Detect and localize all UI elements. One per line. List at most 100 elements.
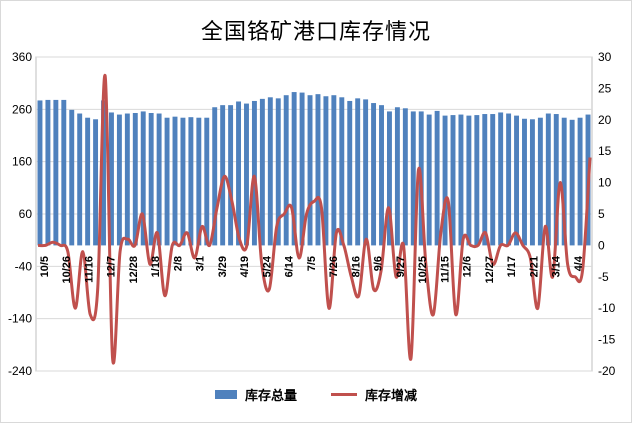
inventory-bar [228,105,234,246]
x-tick-label: 7/5 [306,256,318,271]
x-tick-label: 3/14 [551,255,563,277]
inventory-bar [291,92,297,246]
inventory-bar [561,117,567,246]
inventory-bar [196,117,202,246]
x-tick-label: 3/1 [195,256,207,271]
inventory-bar [363,99,369,246]
inventory-bar [116,114,122,246]
inventory-bar [386,111,392,246]
x-tick-label: 6/14 [284,255,296,277]
inventory-bar [101,100,106,246]
inventory-change-line [37,74,592,365]
x-tick-label: 4/4 [573,255,585,271]
inventory-bar [93,119,99,246]
right-tick-label: -20 [598,364,616,378]
x-tick-label: 9/6 [373,256,385,271]
left-y-axis: 360 260 160 60 -40 -140 -240 [8,50,32,378]
right-tick-label: -15 [598,333,616,347]
x-axis: 10/5 10/26 11/16 12/7 12/28 1/18 2/8 3/1 3/29 4/1… [39,255,585,283]
left-tick-label: 160 [12,155,32,169]
legend-item-inventory-change: 库存增减 [331,385,417,404]
inventory-bar [188,117,194,246]
inventory-bar [434,110,440,246]
inventory-bar [466,115,472,246]
inventory-bar [410,111,416,246]
inventory-bar [148,112,154,246]
inventory-bar [355,98,361,246]
x-tick-label: 10/26 [61,256,73,284]
x-tick-label: 9/27 [395,256,407,277]
bar-series-inventory-total [37,92,591,246]
inventory-bar [204,117,210,246]
inventory-bar [442,115,448,246]
inventory-bar [331,95,337,246]
right-tick-label: 0 [598,238,605,252]
right-tick-label: 20 [598,113,612,127]
inventory-bar [402,108,408,246]
left-tick-label: 360 [12,50,32,64]
x-tick-label: 8/16 [350,256,362,277]
inventory-bar [299,92,305,246]
inventory-bar [506,113,512,246]
left-tick-label: -240 [8,364,32,378]
inventory-bar [220,105,226,246]
inventory-bar [275,98,281,246]
inventory-bar [545,113,551,246]
legend-bar-swatch [214,389,237,399]
right-tick-label: 15 [598,144,612,158]
inventory-bar [379,105,384,246]
inventory-bar [244,103,249,246]
legend-line-swatch [331,392,357,396]
inventory-bar [85,117,91,246]
inventory-bar [69,109,75,246]
inventory-bar [251,100,257,246]
inventory-bar [236,101,242,246]
x-tick-label: 4/19 [239,256,251,277]
left-tick-label: -40 [15,259,33,273]
inventory-bar [522,118,527,246]
right-y-axis: 30 25 20 15 10 5 0 -5 -10 -15 -20 [598,50,616,378]
x-tick-label: 11/15 [439,256,451,283]
inventory-bar [514,115,520,246]
inventory-bar [450,115,456,246]
x-tick-label: 3/29 [217,256,229,277]
inventory-bar [212,107,218,246]
right-tick-label: -5 [598,270,609,284]
legend-label-inventory-change: 库存增减 [365,388,418,404]
right-tick-label: 25 [598,81,612,95]
inventory-bar [458,114,464,246]
inventory-bar [180,117,186,246]
x-tick-label: 10/5 [39,256,51,277]
inventory-bar [37,100,43,246]
inventory-bar [577,117,583,246]
x-tick-label: 5/24 [261,255,273,277]
inventory-bar [140,111,146,246]
inventory-bar [347,100,353,246]
inventory-bar [108,112,114,246]
right-tick-label: 10 [598,176,612,190]
x-tick-label: 12/28 [128,256,140,284]
inventory-bar [474,115,480,246]
inventory-bar [371,103,377,246]
x-tick-label: 7/26 [328,256,340,277]
inventory-bar [61,99,67,246]
inventory-bar [53,99,59,246]
inventory-bar [156,113,162,246]
inventory-bar [77,113,83,246]
inventory-bar [323,96,329,246]
x-tick-label: 10/25 [417,256,429,284]
inventory-bar [529,119,535,246]
x-tick-label: 11/16 [83,256,95,283]
inventory-bar [172,116,178,246]
x-tick-label: 2/8 [172,256,184,271]
right-tick-label: -10 [598,301,616,315]
left-tick-label: -140 [8,312,32,326]
inventory-bar [45,99,51,246]
right-tick-label: 5 [598,207,605,221]
inventory-bar [394,107,400,246]
inventory-bar [164,117,170,246]
x-tick-label: 12/27 [484,256,496,284]
inventory-bar [132,112,138,246]
inventory-bar [569,119,575,246]
